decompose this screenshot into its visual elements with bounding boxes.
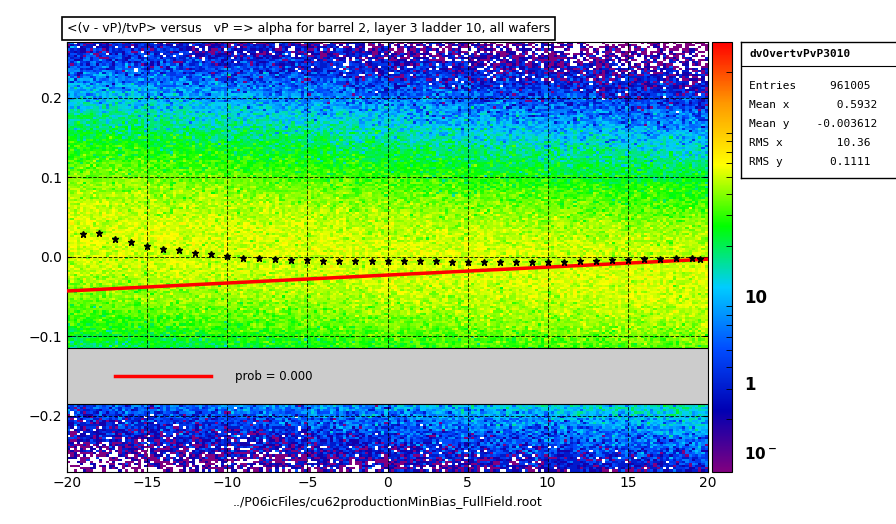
Text: $\mathbf{10^-}$: $\mathbf{10^-}$ xyxy=(744,446,777,462)
Text: Entries     961005: Entries 961005 xyxy=(749,81,871,91)
Text: Mean y    -0.003612: Mean y -0.003612 xyxy=(749,118,877,129)
Text: <(v - vP)/tvP> versus   vP => alpha for barrel 2, layer 3 ladder 10, all wafers: <(v - vP)/tvP> versus vP => alpha for ba… xyxy=(67,23,550,36)
X-axis label: ../P06icFiles/cu62productionMinBias_FullField.root: ../P06icFiles/cu62productionMinBias_Full… xyxy=(233,496,542,509)
Text: Mean x       0.5932: Mean x 0.5932 xyxy=(749,100,877,110)
Text: 10: 10 xyxy=(744,289,767,307)
Text: dvOvertvPvP3010: dvOvertvPvP3010 xyxy=(749,49,850,59)
Text: prob = 0.000: prob = 0.000 xyxy=(236,369,313,383)
Text: RMS y       0.1111: RMS y 0.1111 xyxy=(749,157,871,167)
Text: RMS x        10.36: RMS x 10.36 xyxy=(749,138,871,148)
Bar xyxy=(67,348,708,404)
Text: 1: 1 xyxy=(744,376,755,394)
